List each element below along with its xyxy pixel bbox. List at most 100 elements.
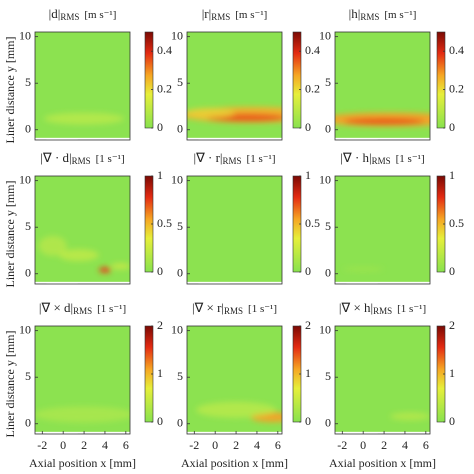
highlight xyxy=(38,235,67,256)
highlights xyxy=(335,112,430,127)
title-part: |∇ · r| xyxy=(193,150,222,165)
highlights xyxy=(390,412,430,421)
x-tick-label: -2 xyxy=(337,438,347,452)
highlights xyxy=(44,112,125,125)
highlight xyxy=(98,267,111,274)
x-tick-label: 4 xyxy=(402,438,408,452)
highlights xyxy=(196,401,282,423)
colorbar-tick-label: 1 xyxy=(449,366,455,380)
title-part: [1 s⁻¹] xyxy=(96,153,125,165)
y-axis-label: Liner distance y [mm] xyxy=(3,181,17,288)
panel-title: |∇ · d|RMS [1 s⁻¹] xyxy=(40,150,124,166)
title-part: |r| xyxy=(202,6,212,21)
colorbar-tick-label: 0 xyxy=(157,120,163,134)
y-tick-label: 5 xyxy=(177,219,183,233)
y-tick-label: 5 xyxy=(177,369,183,383)
colorbar-tick-label: 2 xyxy=(157,318,163,332)
liner-mask xyxy=(35,281,130,284)
frame xyxy=(34,31,131,141)
colorbar-tick-label: 0 xyxy=(157,414,163,428)
liner-mask xyxy=(335,431,430,434)
y-tick-label: 5 xyxy=(325,219,331,233)
highlight xyxy=(44,112,125,125)
colorbar-tick-label: 0 xyxy=(157,264,163,278)
y-tick-label: 0 xyxy=(25,122,31,136)
frame xyxy=(186,31,283,141)
frame xyxy=(34,325,131,435)
y-axis-label: Liner distance y [mm] xyxy=(3,37,17,144)
colorbar-tick-label: 1 xyxy=(157,168,163,182)
field xyxy=(187,326,282,434)
field xyxy=(187,32,282,140)
panel: 0 5 10 |∇ · r|RMS [1 s⁻¹] 0 0.5 1 xyxy=(171,150,320,285)
title-part: |∇ · h| xyxy=(340,150,371,165)
field xyxy=(35,32,130,140)
colorbar-tick-label: 0.5 xyxy=(305,216,320,230)
y-tick-label: 5 xyxy=(325,75,331,89)
liner-mask xyxy=(187,431,282,434)
y-tick-label: 10 xyxy=(171,322,183,336)
x-tick-label: 6 xyxy=(123,438,129,452)
colorbar-tick-label: 0 xyxy=(449,264,455,278)
title-part: |h| xyxy=(349,6,361,21)
y-tick-label: 10 xyxy=(171,28,183,42)
frame xyxy=(34,175,131,285)
y-tick-label: 10 xyxy=(19,28,31,42)
panel-title: |∇ × d|RMS [1 s⁻¹] xyxy=(39,300,126,316)
colorbar-tick-label: 0.4 xyxy=(305,43,320,57)
y-tick-label: 0 xyxy=(25,416,31,430)
title-part: [1 s⁻¹] xyxy=(396,153,425,165)
x-tick-label: 0 xyxy=(60,438,66,452)
title-part: [m s⁻¹] xyxy=(384,9,416,21)
highlight xyxy=(390,412,430,421)
y-tick-label: 10 xyxy=(319,28,331,42)
panel: 0 5 10 |r|RMS [m s⁻¹] 0 0.2 0.4 xyxy=(171,6,320,141)
highlights xyxy=(35,406,130,423)
field-bg xyxy=(187,176,282,284)
panel-title: |d|RMS [m s⁻¹] xyxy=(49,6,117,22)
y-tick-label: 5 xyxy=(177,75,183,89)
colorbar-tick-label: 0.2 xyxy=(449,81,464,95)
colorbar-tick-label: 2 xyxy=(305,318,311,332)
highlight xyxy=(58,249,99,262)
colorbar xyxy=(292,31,302,129)
colorbar xyxy=(144,31,154,129)
liner-mask xyxy=(187,281,282,284)
y-tick-label: 10 xyxy=(319,322,331,336)
colorbar-tick-label: 0.4 xyxy=(449,43,464,57)
field xyxy=(335,32,430,140)
title-part: |∇ × h| xyxy=(339,300,373,315)
panel-title: |∇ · h|RMS [1 s⁻¹] xyxy=(340,150,424,166)
panel-title: |∇ × h|RMS [1 s⁻¹] xyxy=(339,300,426,316)
field xyxy=(335,326,430,434)
colorbar-tick-label: 1 xyxy=(157,366,163,380)
x-tick-label: 0 xyxy=(212,438,218,452)
y-axis-label: Liner distance y [mm] xyxy=(3,331,17,438)
y-tick-label: 10 xyxy=(19,172,31,186)
title-part: RMS xyxy=(211,12,230,22)
colorbar-tick-label: 0 xyxy=(305,120,311,134)
colorbar-tick-label: 0.5 xyxy=(449,216,464,230)
highlight xyxy=(196,401,277,418)
colorbar-tick-label: 0 xyxy=(305,414,311,428)
title-part: [1 s⁻¹] xyxy=(97,303,126,315)
x-tick-label: 2 xyxy=(81,438,87,452)
highlight xyxy=(35,406,130,423)
panel-title: |∇ · r|RMS [1 s⁻¹] xyxy=(193,150,275,166)
y-tick-label: 10 xyxy=(171,172,183,186)
y-tick-label: 0 xyxy=(25,266,31,280)
title-part: RMS xyxy=(360,12,379,22)
colorbar-tick-label: 0 xyxy=(449,120,455,134)
title-part: RMS xyxy=(224,306,243,316)
y-tick-label: 5 xyxy=(25,75,31,89)
title-part: |d| xyxy=(49,6,61,21)
colorbar-tick-label: 0.4 xyxy=(157,43,172,57)
colorbar-tick-label: 0 xyxy=(305,264,311,278)
y-tick-label: 10 xyxy=(319,172,331,186)
panel: 0 5 10 |h|RMS [m s⁻¹] 0 0.2 0.4 xyxy=(319,6,464,141)
x-axis-label: Axial position x [mm] xyxy=(29,456,136,470)
liner-mask xyxy=(335,137,430,140)
